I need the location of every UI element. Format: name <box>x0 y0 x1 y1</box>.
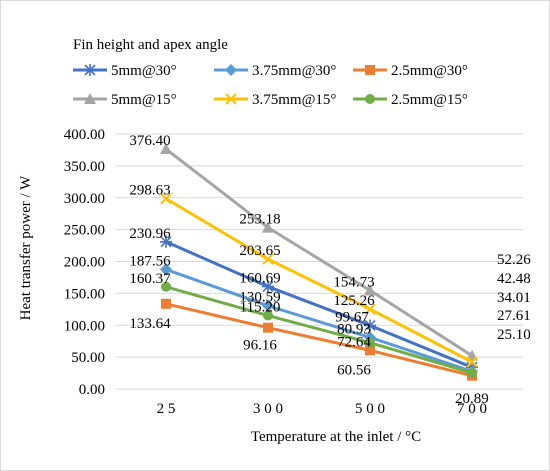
x-axis-title: Temperature at the inlet / °C <box>251 429 421 445</box>
legend-item: 2.5mm@30° <box>353 63 468 79</box>
y-tick-label: 400.00 <box>64 127 105 143</box>
y-tick-label: 200.00 <box>64 255 105 271</box>
series-line <box>165 240 473 369</box>
marker-circle <box>365 337 375 348</box>
marker-circle <box>365 94 375 104</box>
data-label: 72.64 <box>337 335 371 351</box>
y-tick-label: 0.00 <box>79 382 105 398</box>
marker-diamond <box>262 299 274 312</box>
marker-diamond <box>225 64 237 76</box>
data-label: 203.65 <box>239 243 280 259</box>
x-axis: 2 5 3 0 0 5 0 0 7 0 0 <box>157 401 487 417</box>
data-label: 253.18 <box>239 212 280 228</box>
series-line <box>165 302 473 378</box>
legend-label: 5mm@15° <box>111 92 177 108</box>
x-tick-label: 3 0 0 <box>253 401 283 417</box>
y-tick-label: 250.00 <box>64 223 105 239</box>
data-label: 133.64 <box>129 316 171 332</box>
data-label: 376.40 <box>129 133 170 149</box>
x-tick-label: 2 5 <box>157 401 176 417</box>
legend-item: 3.75mm@15° <box>214 92 336 108</box>
marker-x <box>364 303 376 315</box>
data-label: 60.56 <box>337 362 371 378</box>
series-6 <box>161 281 477 378</box>
marker-diamond <box>160 263 172 276</box>
legend-title: Fin height and apex angle <box>73 37 228 53</box>
series-line <box>165 147 473 357</box>
series-line <box>165 197 473 364</box>
data-label: 160.69 <box>239 271 280 287</box>
data-label: 125.26 <box>333 293 375 309</box>
y-tick-label: 100.00 <box>64 318 105 334</box>
marker-square <box>365 345 375 356</box>
marker-star <box>160 235 172 248</box>
legend-label: 2.5mm@15° <box>391 92 468 108</box>
marker-x <box>466 356 478 368</box>
x-tick-label: 7 0 0 <box>457 401 487 417</box>
y-axis-title: Heat transfer power / W <box>18 175 34 321</box>
marker-x <box>225 93 237 105</box>
series-line <box>165 268 473 373</box>
marker-triangle <box>262 221 274 233</box>
data-label: 96.16 <box>243 338 277 354</box>
marker-star <box>262 280 274 293</box>
marker-circle <box>467 367 477 378</box>
legend-item: 3.75mm@30° <box>214 63 336 79</box>
x-tick-label: 5 0 0 <box>355 401 385 417</box>
data-label: 42.48 <box>497 271 531 287</box>
data-label: 52.26 <box>497 252 531 268</box>
marker-square <box>161 298 171 309</box>
data-label: 154.73 <box>333 274 374 290</box>
legend-item: 5mm@15° <box>73 92 177 108</box>
data-label: 34.01 <box>497 290 531 306</box>
data-label: 80.93 <box>337 321 371 337</box>
data-label: 187.56 <box>129 253 171 269</box>
marker-triangle <box>84 93 96 104</box>
marker-x <box>262 253 274 265</box>
marker-circle <box>263 310 273 321</box>
data-label: 298.63 <box>129 183 170 199</box>
marker-x <box>160 192 172 205</box>
marker-star <box>364 319 376 332</box>
series-line <box>165 285 473 375</box>
legend-label: 3.75mm@15° <box>252 92 336 108</box>
data-label: 25.10 <box>497 327 531 343</box>
marker-circle <box>161 281 171 292</box>
marker-square <box>365 65 375 75</box>
data-label: 230.96 <box>129 226 171 242</box>
legend-label: 2.5mm@30° <box>391 63 468 79</box>
legend-item: 5mm@30° <box>73 63 177 79</box>
data-label: 160.37 <box>129 271 171 287</box>
y-tick-label: 300.00 <box>64 191 105 207</box>
gridlines <box>115 133 523 390</box>
marker-star <box>84 64 96 76</box>
y-tick-label: 150.00 <box>64 286 105 302</box>
legend-label: 5mm@30° <box>111 63 177 79</box>
legend: 5mm@30° 3.75mm@30° 2.5mm@30° 5mm@15° 3.75mm@… <box>73 63 468 108</box>
series-group <box>160 143 478 381</box>
data-label: 20.89 <box>455 391 489 407</box>
data-label: 130.59 <box>239 290 280 306</box>
legend-label: 3.75mm@30° <box>252 63 336 79</box>
marker-triangle <box>160 143 172 155</box>
marker-triangle <box>364 284 376 296</box>
legend-item: 2.5mm@15° <box>353 92 468 108</box>
series-1 <box>160 235 478 374</box>
data-label: 99.67 <box>335 309 369 325</box>
data-label: 115.20 <box>240 300 281 316</box>
marker-square <box>263 322 273 333</box>
data-labels: 230.96 160.69 99.67 34.01 187.56 130.59 80.93 2… <box>129 133 531 407</box>
y-tick-label: 50.00 <box>71 350 105 366</box>
data-label: 27.61 <box>497 308 531 324</box>
series-5 <box>160 192 478 368</box>
y-tick-label: 350.00 <box>64 159 105 175</box>
y-axis: 0.00 50.00 100.00 150.00 200.00 250.00 300.00 3… <box>64 127 105 398</box>
